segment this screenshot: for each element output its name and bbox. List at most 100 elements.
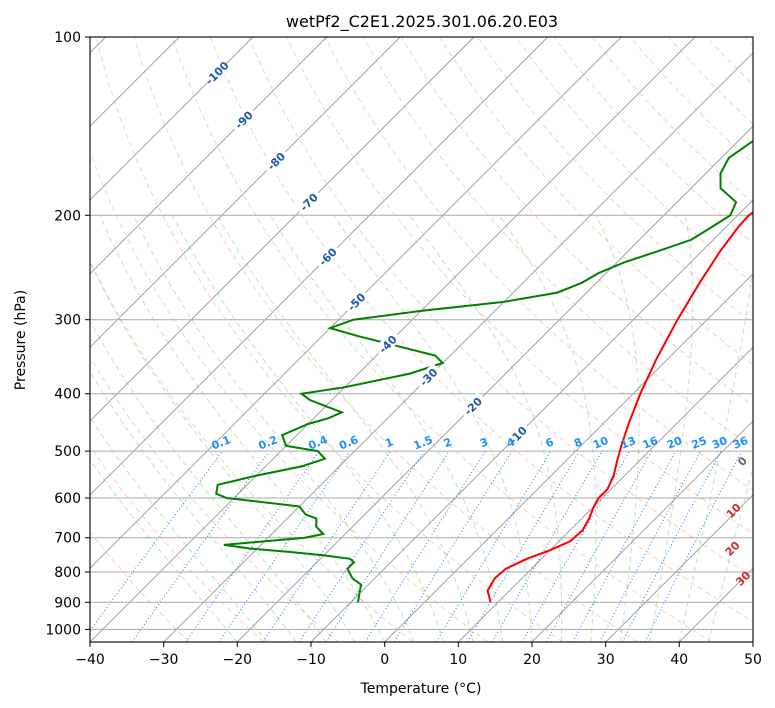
moist-adiabat — [333, 215, 533, 642]
moist-adiabat — [409, 215, 563, 642]
dry-adiabat — [210, 37, 753, 623]
mixing-ratio-line — [393, 450, 513, 642]
mixing-ratio-line — [545, 450, 653, 642]
isotherm-label-bg — [373, 330, 402, 358]
isotherm-label-bg — [458, 392, 487, 420]
x-tick-label: −40 — [75, 652, 105, 668]
isotherm-line — [90, 37, 475, 422]
mixing-ratio-line — [298, 450, 425, 642]
mixing-ratio-label-text: 8 — [572, 435, 584, 450]
isotherm-line — [457, 346, 753, 642]
isotherm-line — [90, 37, 401, 348]
dry-adiabat — [438, 37, 753, 366]
moist-adiabat — [90, 416, 268, 642]
dry-adiabat — [133, 37, 638, 642]
mixing-ratio-label: 10 — [591, 434, 610, 452]
mixing-ratio-label: 25 — [690, 434, 709, 452]
x-tick-label: −20 — [223, 652, 253, 668]
x-tick-label: 20 — [523, 652, 541, 668]
axes: −40 −30 −20 −10 0 10 20 30 40 50 1000 900 800 700 600 5… — [45, 30, 762, 668]
moist-adiabat — [133, 215, 415, 642]
dry-adiabat — [171, 37, 712, 642]
mixing-ratio-label-text: 25 — [690, 434, 709, 452]
isotherm-label-bg — [414, 362, 443, 391]
x-tick-label: −10 — [296, 652, 326, 668]
mixing-ratio-label-text: 30 — [710, 434, 729, 452]
isotherm-line — [90, 37, 549, 496]
x-tick-label: 10 — [449, 652, 467, 668]
isotherm-line — [236, 125, 753, 642]
moist-adiabat — [498, 215, 597, 642]
chart-title: wetPf2_C2E1.2025.301.06.20.E03 — [286, 12, 558, 32]
y-tick-label: 300 — [54, 313, 81, 329]
y-tick-label: 400 — [54, 387, 81, 403]
y-tick-label: 200 — [54, 208, 81, 224]
dry-adiabat — [90, 356, 339, 642]
x-tick-label: 30 — [597, 652, 615, 668]
moist-adiabat — [90, 370, 297, 642]
mixing-ratio-line — [325, 450, 450, 642]
mixing-ratio-label-text: 16 — [641, 434, 660, 452]
mixing-ratio-label: 13 — [619, 434, 638, 452]
mixing-ratio-line — [185, 450, 320, 642]
isotherm-line — [90, 37, 622, 569]
y-tick-label: 600 — [54, 491, 81, 507]
isotherm-line — [605, 494, 753, 642]
mixing-ratio-label-text: 10 — [591, 434, 610, 452]
mixing-ratio-label: 8 — [572, 435, 584, 450]
moist-adiabat — [172, 215, 445, 642]
dry-adiabat — [90, 445, 264, 642]
y-tick-label: 900 — [54, 595, 81, 611]
isotherm-line — [531, 420, 753, 642]
isotherm-label-bg — [202, 58, 231, 87]
dry-adiabat — [95, 37, 563, 642]
dewpoint-line — [215, 140, 753, 603]
moist-adiabat — [708, 465, 753, 642]
moist-adiabat — [649, 215, 693, 642]
isotherm-line — [90, 37, 328, 275]
isotherm-label-bg — [294, 187, 323, 216]
mixing-ratio-line — [572, 450, 677, 642]
moist-adiabat — [90, 260, 356, 642]
mixing-ratio-label-text: 2 — [442, 435, 454, 450]
mixing-ratio-line — [599, 450, 701, 642]
y-tick-label: 100 — [54, 30, 81, 46]
mixing-ratio-label: 20 — [665, 434, 684, 452]
mixing-ratio-label: 1 — [383, 435, 395, 450]
isotherm-line — [310, 199, 753, 642]
isotherm-label-bg — [342, 287, 370, 316]
moist-adiabat — [90, 319, 327, 642]
x-tick-label: 50 — [744, 652, 762, 668]
dry-adiabat — [248, 37, 753, 578]
isotherm-line — [90, 37, 254, 201]
mixing-ratio-label-text: 1 — [383, 435, 395, 450]
mixing-ratio-label: 36 — [731, 434, 750, 452]
plot-frame — [89, 36, 754, 643]
mixing-ratio-line — [364, 450, 486, 642]
moist-adiabat — [269, 215, 503, 642]
moist-adiabat — [595, 215, 640, 642]
mixing-ratio-line — [131, 450, 270, 642]
mixing-ratio-label-text: 20 — [665, 434, 684, 452]
moist-adiabat — [216, 215, 474, 642]
y-tick-label: 500 — [54, 444, 81, 460]
mixing-ratio-label: 16 — [641, 434, 660, 452]
x-axis-title: Temperature (°C) — [360, 681, 482, 697]
isotherm-label-bg — [262, 146, 290, 175]
isotherm-line — [384, 273, 753, 642]
y-axis-title: Pressure (hPa) — [13, 290, 29, 390]
moist-adiabat — [90, 458, 238, 642]
mixing-ratio-line — [435, 450, 552, 642]
mixing-ratio-label-text: 3 — [478, 435, 490, 450]
x-tick-label: −30 — [149, 652, 179, 668]
isotherm-label-bg — [503, 421, 532, 449]
y-tick-label: 700 — [54, 531, 81, 547]
dry-adiabat — [515, 37, 753, 284]
mixing-ratio-label: 30 — [710, 434, 729, 452]
mixing-ratio-line — [644, 450, 743, 642]
mixing-ratio-line — [262, 450, 392, 642]
dry-adiabat — [90, 531, 190, 642]
isotherm-label-bg — [313, 242, 342, 271]
mixing-ratio-label-text: 36 — [731, 434, 750, 452]
